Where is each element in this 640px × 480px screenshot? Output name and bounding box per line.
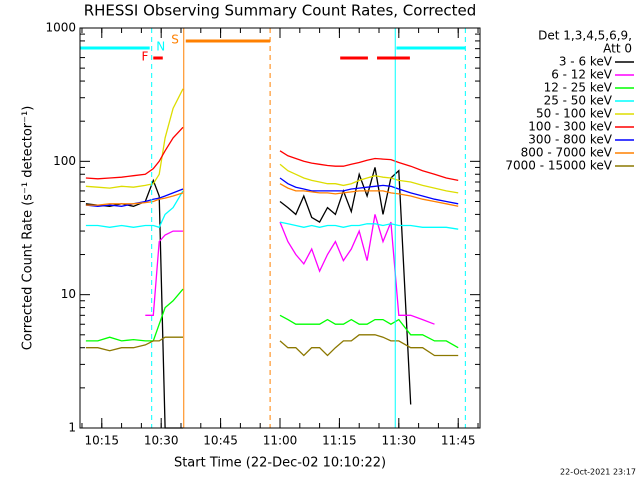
series-line <box>85 183 459 207</box>
flag-label: N <box>156 40 165 54</box>
x-tick-label: 11:00 <box>263 434 298 448</box>
y-tick-label: 1000 <box>45 21 76 35</box>
flag-label: S <box>171 33 179 47</box>
x-tick-label: 11:30 <box>382 434 417 448</box>
series-line <box>145 214 435 325</box>
x-tick-label: 10:15 <box>84 434 119 448</box>
legend-label: 300 - 800 keV <box>528 133 612 147</box>
x-axis-label: Start Time (22-Dec-02 10:10:22) <box>174 456 386 471</box>
series-line <box>85 190 459 230</box>
legend-label: 12 - 25 keV <box>544 81 613 95</box>
x-tick-label: 11:15 <box>322 434 357 448</box>
series-line <box>85 334 459 357</box>
legend-title: Att 0 <box>603 42 632 56</box>
y-tick-label: 100 <box>53 154 76 168</box>
y-tick-label: 1 <box>68 421 76 435</box>
series-line <box>85 177 459 207</box>
footer: 22-Oct-2021 23:17 <box>560 468 636 477</box>
flag-label: F <box>141 50 148 64</box>
legend-label: 7000 - 15000 keV <box>505 159 612 173</box>
x-tick-label: 10:30 <box>144 434 179 448</box>
legend-label: 800 - 7000 keV <box>521 146 613 160</box>
y-axis-label: Corrected Count Rate (s⁻¹ detector⁻¹) <box>21 106 36 351</box>
legend-label: 25 - 50 keV <box>544 94 613 108</box>
x-tick-label: 11:45 <box>441 434 476 448</box>
series-line <box>85 126 459 182</box>
legend-title: Det 1,3,4,5,6,9, <box>538 29 632 43</box>
plot-frame <box>79 27 481 429</box>
legend-label: 3 - 6 keV <box>559 55 613 69</box>
x-tick-label: 10:45 <box>203 434 238 448</box>
series-line <box>85 288 459 349</box>
legend-label: 6 - 12 keV <box>551 68 613 82</box>
series-line <box>85 88 459 194</box>
chart-title: RHESSI Observing Summary Count Rates, Co… <box>84 2 477 20</box>
legend-label: 50 - 100 keV <box>536 107 613 121</box>
legend-label: 100 - 300 keV <box>528 120 612 134</box>
y-tick-label: 10 <box>61 287 76 301</box>
